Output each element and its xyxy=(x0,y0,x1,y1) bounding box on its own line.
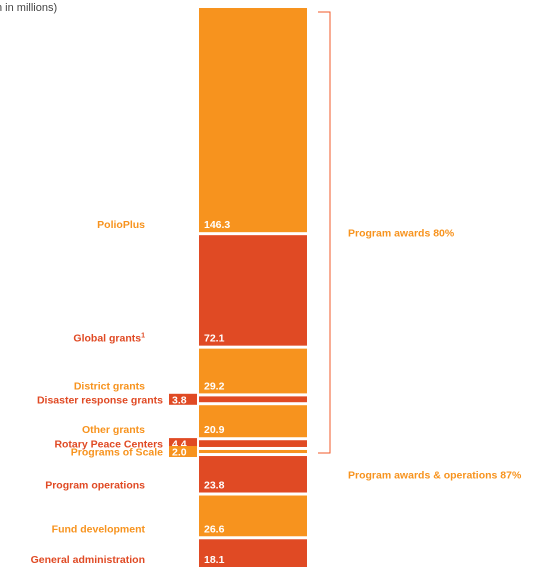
bar-segment-general-administration xyxy=(199,539,307,567)
value-label-fund-development: 26.6 xyxy=(204,523,225,535)
bar-segment-global-grants xyxy=(199,235,307,346)
value-label-global-grants: 72.1 xyxy=(204,333,225,345)
category-label-global-grants: Global grants1 xyxy=(73,333,145,345)
category-label-polioplus: PolioPlus xyxy=(97,219,145,231)
bar-segment-disaster-response-grants xyxy=(199,396,307,403)
category-labels: PolioPlus Global grants1 District grants Di… xyxy=(31,219,164,566)
category-label-program-operations: Program operations xyxy=(45,480,145,492)
value-label-disaster-response-grants: 3.8 xyxy=(172,394,187,406)
value-label-district-grants: 29.2 xyxy=(204,380,225,392)
bracket-program-awards-80 xyxy=(318,11,331,454)
category-label-district-grants: District grants xyxy=(74,380,145,392)
bar-segment-fund-development xyxy=(199,495,307,537)
value-label-other-grants: 20.9 xyxy=(204,424,225,436)
category-label-rotary-peace-centers: Rotary Peace Centers xyxy=(54,439,163,451)
category-label-fund-development: Fund development xyxy=(52,523,146,535)
value-label-programs-of-scale: 2.0 xyxy=(172,447,187,459)
bar-segment-program-operations xyxy=(199,456,307,493)
category-label-programs-of-scale: Programs of Scale xyxy=(71,447,163,459)
bracket-program-awards-operations-87-label: Program awards & operations 87% xyxy=(348,469,522,481)
bar-segment-other-grants xyxy=(199,405,307,438)
bar-segments xyxy=(199,8,307,567)
bar-segment-rotary-peace-centers xyxy=(199,440,307,447)
bracket-program-awards-80-label: Program awards 80% xyxy=(348,228,455,240)
category-label-general-administration: General administration xyxy=(31,554,145,566)
value-label-program-operations: 23.8 xyxy=(204,480,225,492)
value-label-polioplus: 146.3 xyxy=(204,219,230,231)
bar-segment-district-grants xyxy=(199,348,307,394)
value-label-general-administration: 18.1 xyxy=(204,554,225,566)
value-box-programs-of-scale xyxy=(169,446,197,458)
category-label-other-grants: Other grants xyxy=(82,424,145,436)
value-labels: 146.372.129.23.820.94.42.023.826.618.1 xyxy=(169,219,230,566)
brackets: Program awards 80% Program awards & opera… xyxy=(318,11,522,481)
bar-segment-polioplus xyxy=(199,8,307,233)
chart-subtitle: n in millions) xyxy=(0,2,57,14)
category-label-disaster-response-grants: Disaster response grants xyxy=(37,394,163,406)
value-box-disaster-response-grants xyxy=(169,393,197,405)
value-box-rotary-peace-centers xyxy=(169,438,197,450)
bar-segment-programs-of-scale xyxy=(199,449,307,454)
footnote-marker: 1 xyxy=(141,333,145,340)
